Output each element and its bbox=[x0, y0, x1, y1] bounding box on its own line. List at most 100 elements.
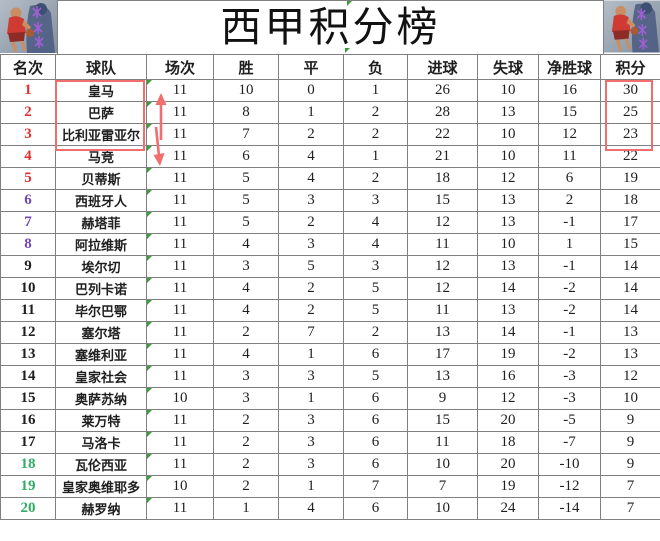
cell-pts: 7 bbox=[600, 475, 660, 498]
col-header-played: 场次 bbox=[146, 54, 214, 80]
cell-gf: 26 bbox=[407, 79, 478, 102]
cell-played: 11 bbox=[146, 123, 214, 146]
cell-draw: 3 bbox=[278, 431, 344, 454]
corner-photo-left basketball-players-photo bbox=[0, 0, 57, 53]
cell-win: 5 bbox=[213, 167, 279, 190]
cell-pts: 14 bbox=[600, 277, 660, 300]
cell-team: 赫罗纳 bbox=[55, 497, 147, 520]
cell-team: 奥萨苏纳 bbox=[55, 387, 147, 410]
cell-draw: 1 bbox=[278, 343, 344, 366]
cell-played: 11 bbox=[146, 101, 214, 124]
cell-loss: 6 bbox=[343, 387, 408, 410]
table-row: 3 比利亚雷亚尔 11 7 2 2 22 10 12 23 bbox=[0, 123, 660, 146]
cell-team: 塞尔塔 bbox=[55, 321, 147, 344]
corner-photo-right basketball-players-photo bbox=[604, 0, 660, 53]
cell-rank: 15 bbox=[0, 387, 56, 410]
cell-draw: 3 bbox=[278, 365, 344, 388]
cell-team: 西班牙人 bbox=[55, 189, 147, 212]
table-row: 19 皇家奥维耶多 10 2 1 7 7 19 -12 7 bbox=[0, 475, 660, 498]
cell-pts: 17 bbox=[600, 211, 660, 234]
cell-loss: 6 bbox=[343, 497, 408, 520]
cell-draw: 2 bbox=[278, 123, 344, 146]
cell-loss: 1 bbox=[343, 79, 408, 102]
cell-loss: 5 bbox=[343, 277, 408, 300]
cell-rank: 18 bbox=[0, 453, 56, 476]
cell-ga: 16 bbox=[477, 365, 539, 388]
cell-ga: 12 bbox=[477, 387, 539, 410]
cell-team: 莱万特 bbox=[55, 409, 147, 432]
cell-rank: 5 bbox=[0, 167, 56, 190]
cell-win: 7 bbox=[213, 123, 279, 146]
col-header-gf: 进球 bbox=[407, 54, 478, 80]
cell-gd: -1 bbox=[538, 211, 601, 234]
cell-rank: 1 bbox=[0, 79, 56, 102]
table-row: 8 阿拉维斯 11 4 3 4 11 10 1 15 bbox=[0, 233, 660, 256]
cell-win: 4 bbox=[213, 277, 279, 300]
cell-played: 11 bbox=[146, 233, 214, 256]
cell-draw: 2 bbox=[278, 211, 344, 234]
cell-win: 2 bbox=[213, 409, 279, 432]
cell-rank: 13 bbox=[0, 343, 56, 366]
cell-pts: 13 bbox=[600, 343, 660, 366]
cell-win: 2 bbox=[213, 475, 279, 498]
title-cell: 西甲积分榜 bbox=[57, 0, 604, 54]
cell-loss: 1 bbox=[343, 145, 408, 168]
cell-gf: 10 bbox=[407, 497, 478, 520]
cell-played: 11 bbox=[146, 145, 214, 168]
cell-gf: 12 bbox=[407, 255, 478, 278]
cell-rank: 3 bbox=[0, 123, 56, 146]
table-row: 10 巴列卡诺 11 4 2 5 12 14 -2 14 bbox=[0, 277, 660, 300]
cell-gf: 10 bbox=[407, 453, 478, 476]
cell-draw: 3 bbox=[278, 233, 344, 256]
cell-ga: 20 bbox=[477, 453, 539, 476]
col-header-draw: 平 bbox=[278, 54, 344, 80]
cell-gd: -10 bbox=[538, 453, 601, 476]
cell-loss: 6 bbox=[343, 409, 408, 432]
cell-ga: 13 bbox=[477, 255, 539, 278]
cell-ga: 18 bbox=[477, 431, 539, 454]
cell-team: 瓦伦西亚 bbox=[55, 453, 147, 476]
cell-gd: -1 bbox=[538, 255, 601, 278]
cell-draw: 4 bbox=[278, 167, 344, 190]
cell-played: 11 bbox=[146, 409, 214, 432]
cell-pts: 18 bbox=[600, 189, 660, 212]
cell-gd: 2 bbox=[538, 189, 601, 212]
col-header-pts: 积分 bbox=[600, 54, 660, 80]
table-row: 7 赫塔菲 11 5 2 4 12 13 -1 17 bbox=[0, 211, 660, 234]
cell-gd: 16 bbox=[538, 79, 601, 102]
cell-rank: 14 bbox=[0, 365, 56, 388]
cell-win: 5 bbox=[213, 189, 279, 212]
table-row: 14 皇家社会 11 3 3 5 13 16 -3 12 bbox=[0, 365, 660, 388]
cell-gf: 15 bbox=[407, 409, 478, 432]
cell-gd: -2 bbox=[538, 343, 601, 366]
cell-gf: 7 bbox=[407, 475, 478, 498]
cell-win: 2 bbox=[213, 321, 279, 344]
cell-rank: 16 bbox=[0, 409, 56, 432]
cell-ga: 10 bbox=[477, 123, 539, 146]
cell-played: 11 bbox=[146, 343, 214, 366]
cell-team: 比利亚雷亚尔 bbox=[55, 123, 147, 146]
cell-played: 11 bbox=[146, 79, 214, 102]
cell-gf: 21 bbox=[407, 145, 478, 168]
cell-gd: -14 bbox=[538, 497, 601, 520]
cell-gf: 12 bbox=[407, 277, 478, 300]
cell-gd: -5 bbox=[538, 409, 601, 432]
cell-win: 6 bbox=[213, 145, 279, 168]
cell-rank: 6 bbox=[0, 189, 56, 212]
cell-ga: 14 bbox=[477, 277, 539, 300]
table-header-row: 名次 球队 场次胜平负进球 失球 净胜球 积分 bbox=[0, 54, 660, 80]
cell-draw: 4 bbox=[278, 497, 344, 520]
cell-gf: 9 bbox=[407, 387, 478, 410]
col-header-ga: 失球 bbox=[477, 54, 539, 80]
cell-loss: 5 bbox=[343, 299, 408, 322]
col-header-gd: 净胜球 bbox=[538, 54, 601, 80]
cell-ga: 13 bbox=[477, 101, 539, 124]
cell-gd: -12 bbox=[538, 475, 601, 498]
table-row: 20 赫罗纳 11 1 4 6 10 24 -14 7 bbox=[0, 497, 660, 520]
cell-draw: 3 bbox=[278, 409, 344, 432]
cell-rank: 8 bbox=[0, 233, 56, 256]
cell-gf: 11 bbox=[407, 431, 478, 454]
cell-ga: 12 bbox=[477, 167, 539, 190]
cell-gd: -2 bbox=[538, 299, 601, 322]
cell-ga: 13 bbox=[477, 211, 539, 234]
